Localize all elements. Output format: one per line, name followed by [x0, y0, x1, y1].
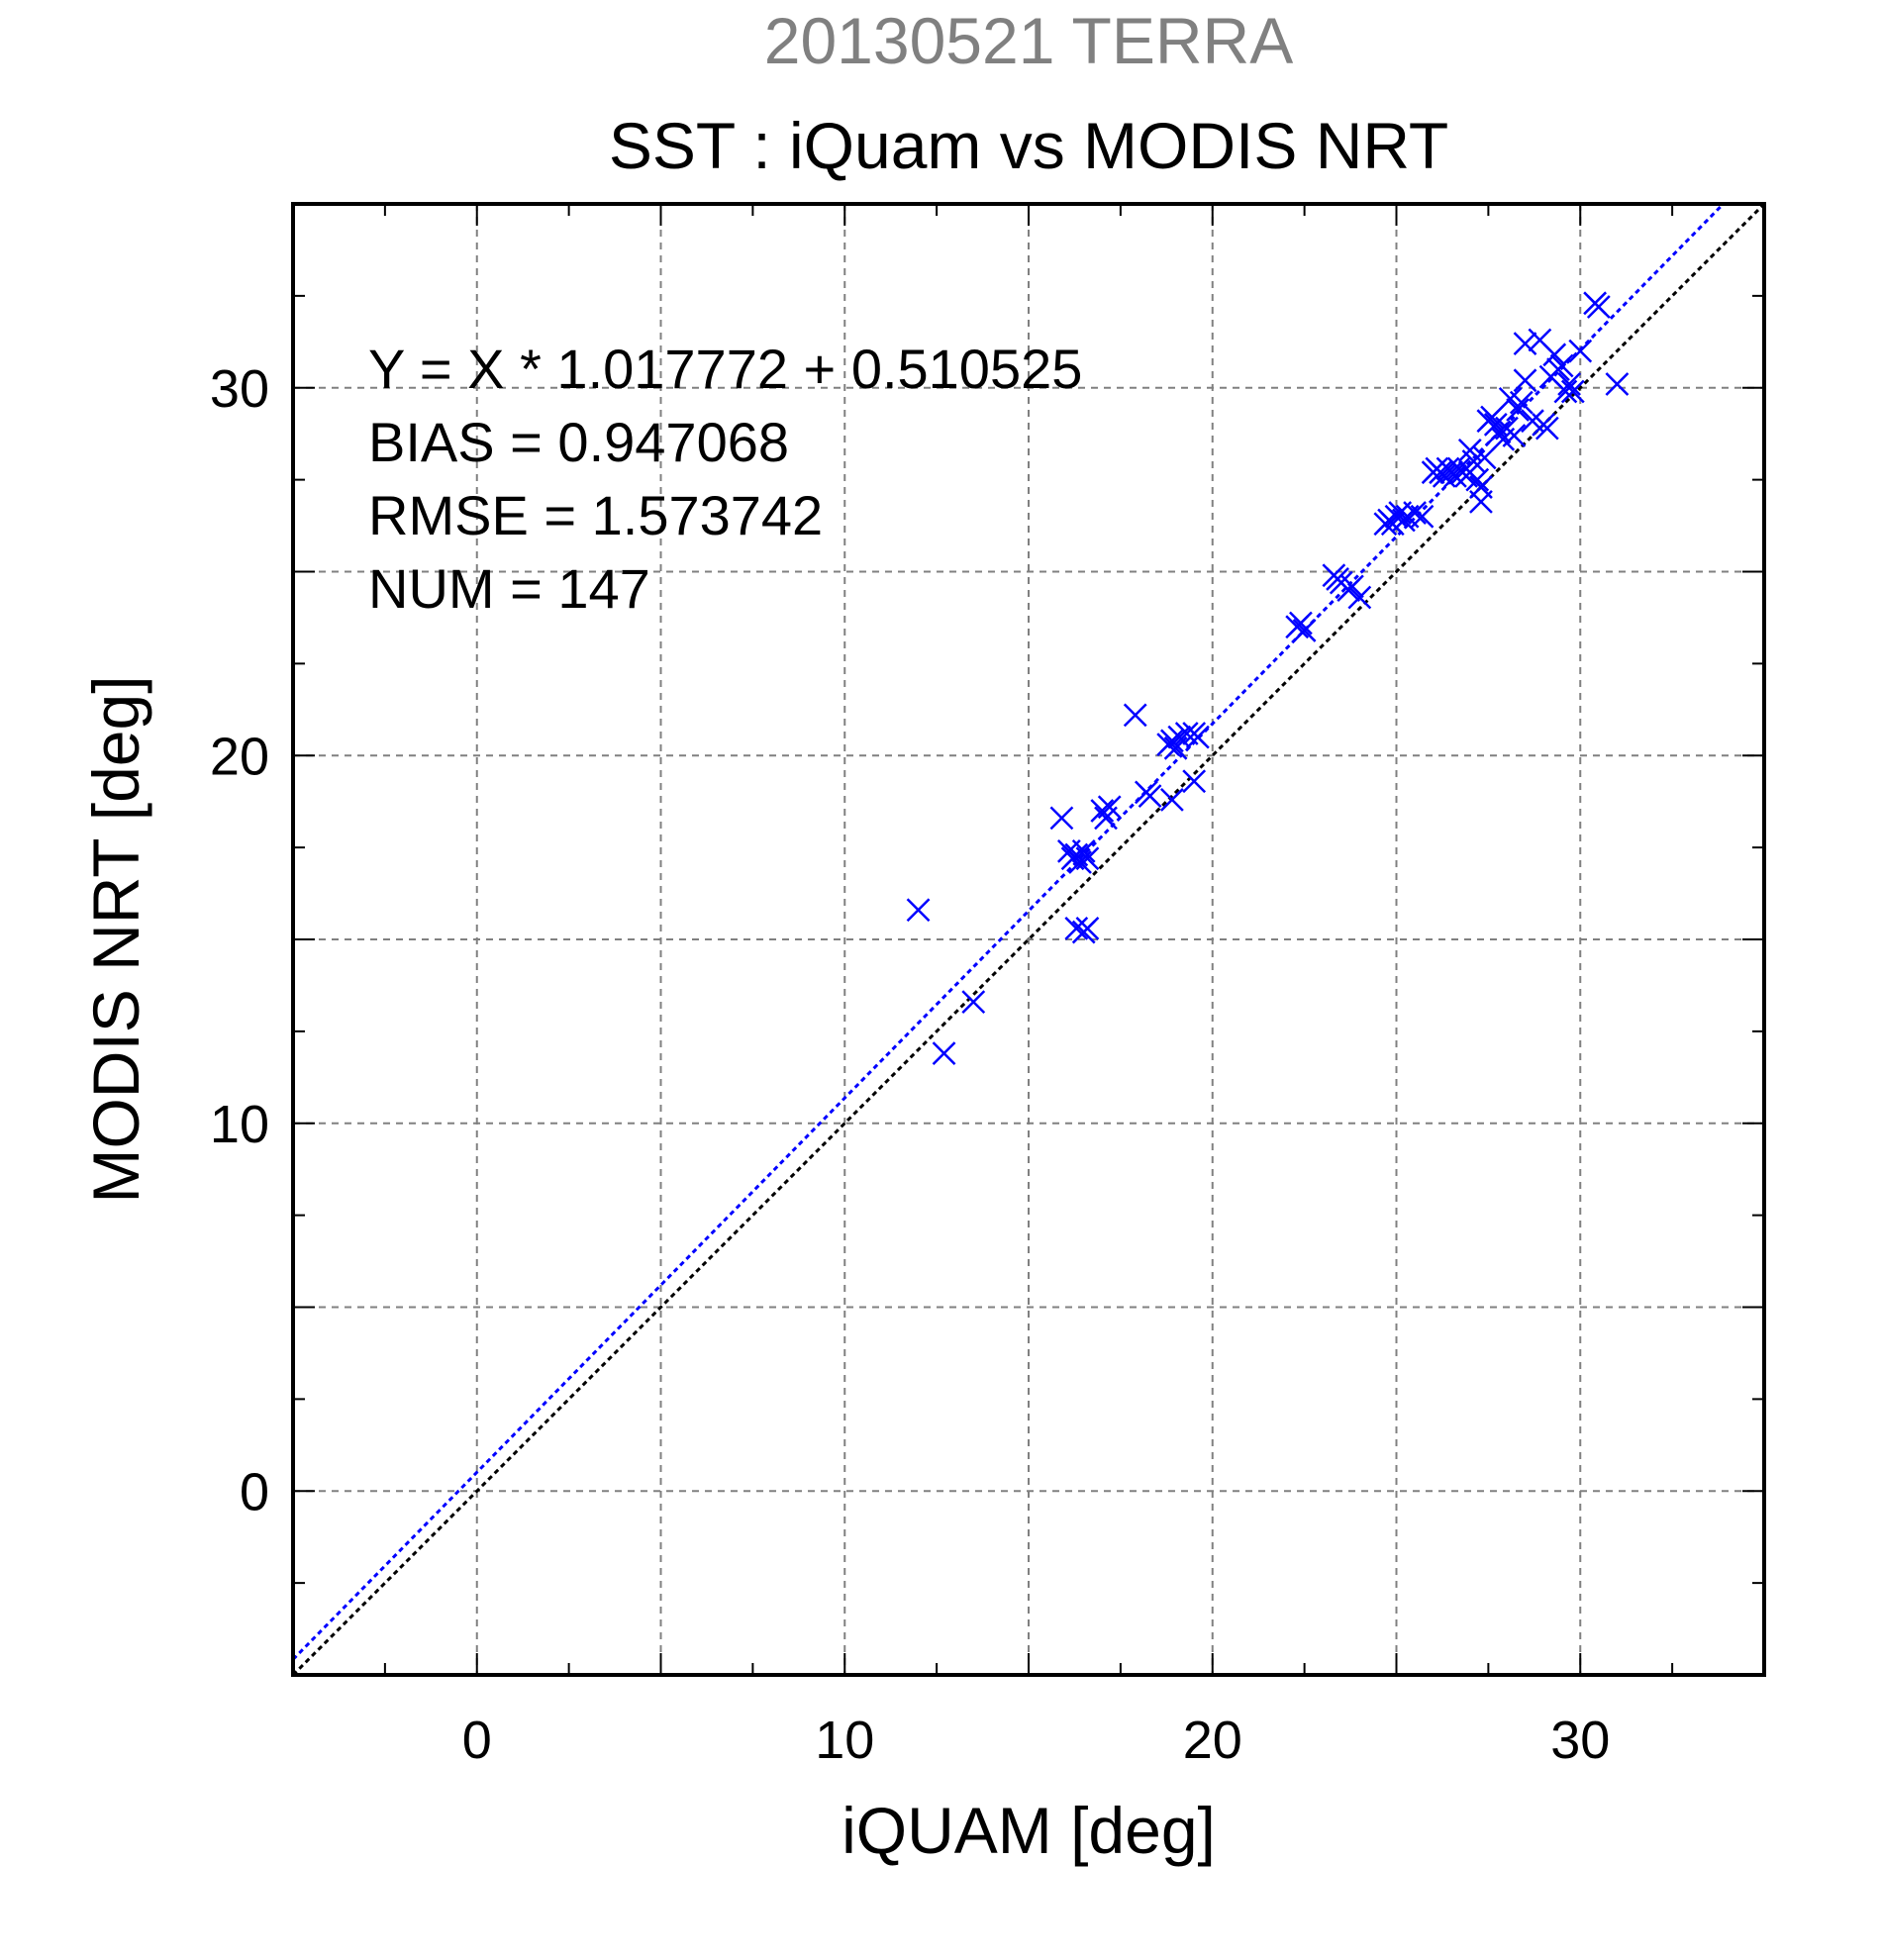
data-point: [1182, 769, 1207, 794]
data-point: [1340, 574, 1364, 599]
data-point: [1075, 916, 1100, 940]
x-tick-label: 30: [1550, 1711, 1610, 1770]
data-point: [1513, 332, 1537, 356]
data-point: [1553, 379, 1578, 404]
data-point: [1513, 368, 1537, 393]
data-point: [1605, 372, 1630, 396]
data-point: [1465, 467, 1490, 492]
x-tick-label: 0: [462, 1711, 492, 1770]
y-tick-label: 20: [210, 727, 269, 786]
x-axis-label: iQUAM [deg]: [842, 1794, 1216, 1867]
data-point: [1097, 795, 1122, 820]
data-point: [1160, 787, 1184, 812]
data-point: [1347, 585, 1372, 610]
annotation-num: NUM = 147: [368, 557, 650, 620]
data-point: [961, 990, 986, 1015]
y-axis-label: MODIS NRT [deg]: [79, 675, 152, 1203]
data-point: [1432, 464, 1456, 488]
data-point: [906, 898, 931, 923]
data-point: [1410, 504, 1435, 529]
data-point: [1487, 420, 1512, 444]
data-point: [1071, 838, 1096, 863]
annotation-bias: BIAS = 0.947068: [368, 411, 789, 473]
data-point: [1534, 416, 1559, 441]
data-point: [1289, 611, 1313, 636]
data-point: [1568, 339, 1593, 363]
annotation-rmse: RMSE = 1.573742: [368, 484, 823, 546]
chart-subtitle: 20130521 TERRA: [764, 4, 1293, 77]
x-tick-label: 20: [1183, 1711, 1242, 1770]
data-point: [1509, 390, 1534, 415]
y-tick-label: 30: [210, 359, 269, 419]
data-point: [1167, 725, 1192, 749]
data-point: [1090, 799, 1115, 823]
data-point: [1292, 619, 1317, 642]
data-point: [1542, 343, 1567, 367]
chart-title: SST : iQuam vs MODIS NRT: [609, 109, 1448, 182]
x-tick-label: 10: [815, 1711, 874, 1770]
x-tick-labels: 0 10 20 30: [462, 1711, 1611, 1770]
y-tick-label: 10: [210, 1095, 269, 1154]
data-point: [1502, 424, 1527, 447]
data-point: [1557, 372, 1581, 396]
axis-ticks: [293, 204, 1764, 1675]
annotation-fit-equation: Y = X * 1.017772 + 0.510525: [368, 338, 1082, 400]
data-point: [1403, 501, 1427, 525]
data-point: [1123, 703, 1147, 728]
plot-frame: [291, 202, 1766, 1677]
y-tick-label: 0: [240, 1462, 269, 1521]
data-point: [1549, 353, 1574, 378]
data-point: [1064, 916, 1089, 940]
data-point: [1075, 846, 1100, 871]
data-point: [1443, 464, 1467, 488]
stats-annotation: Y = X * 1.017772 + 0.510525 BIAS = 0.947…: [368, 338, 1082, 620]
data-points: [906, 291, 1630, 1066]
data-point: [1138, 784, 1162, 808]
data-point: [1186, 725, 1210, 749]
data-point: [1472, 445, 1497, 470]
data-point: [1160, 729, 1184, 753]
y-tick-labels: 0 10 20 30: [210, 359, 269, 1522]
data-point: [932, 1041, 956, 1066]
data-point: [1506, 398, 1530, 422]
data-point: [1049, 806, 1074, 831]
data-point: [1469, 490, 1493, 514]
data-point: [1480, 405, 1504, 430]
data-point: [1586, 295, 1611, 319]
data-point: [1560, 379, 1585, 404]
